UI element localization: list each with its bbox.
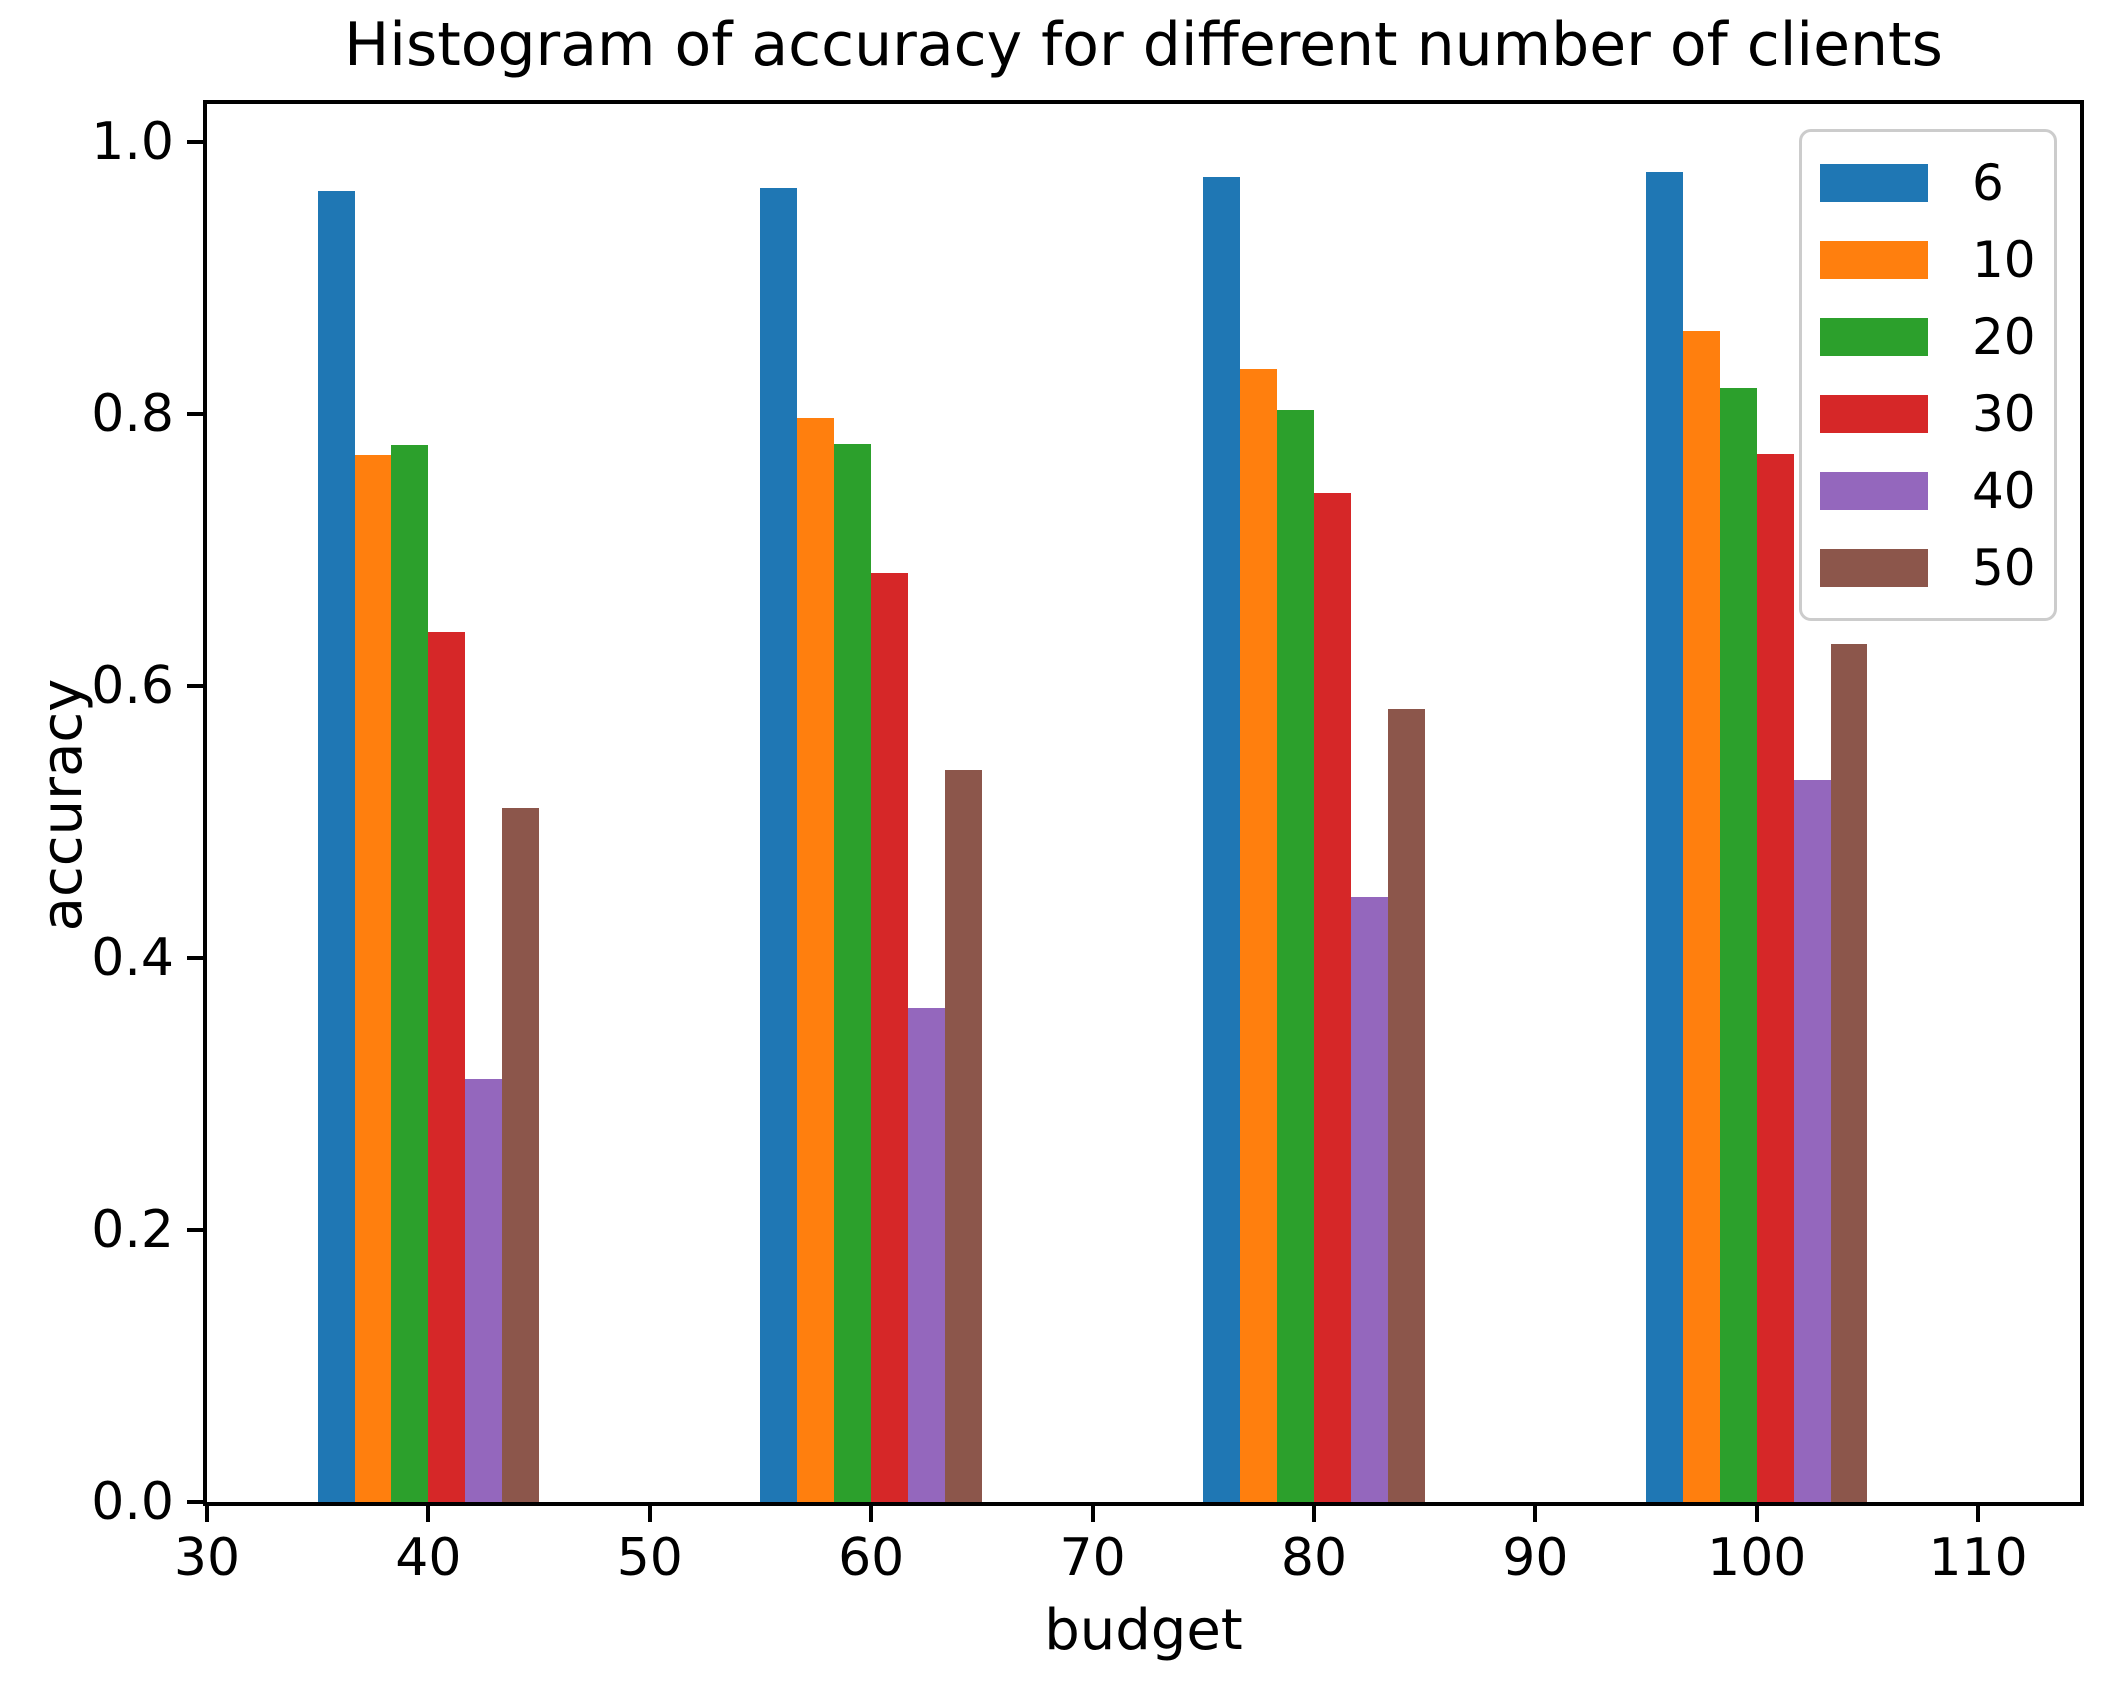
x-tick-mark	[205, 1506, 209, 1522]
y-tick-label: 0.4	[91, 928, 174, 989]
x-tick-label: 70	[1059, 1528, 1126, 1588]
y-tick-mark	[187, 1228, 203, 1233]
x-tick-mark	[1533, 1506, 1538, 1522]
x-tick-mark	[1090, 1506, 1095, 1522]
x-axis-label: budget	[1044, 1598, 1243, 1663]
x-tick-label: 100	[1707, 1528, 1807, 1588]
bar-10-80	[1240, 369, 1278, 1502]
x-tick-mark	[1311, 1506, 1316, 1522]
legend-swatch	[1820, 163, 1928, 202]
bar-30-100	[1756, 453, 1794, 1502]
bar-40-40	[465, 1079, 503, 1502]
legend-entry: 50	[1820, 529, 2054, 606]
legend-entry: 6	[1820, 144, 2054, 221]
y-tick-mark	[187, 1500, 203, 1504]
legend-swatch	[1820, 471, 1928, 510]
bar-50-40	[502, 808, 540, 1502]
bar-10-60	[797, 418, 835, 1502]
legend-swatch	[1820, 394, 1928, 433]
chart-title: Histogram of accuracy for different numb…	[344, 10, 1943, 80]
x-tick-label: 90	[1502, 1528, 1569, 1588]
bar-10-40	[354, 454, 392, 1502]
bar-30-40	[428, 631, 466, 1502]
x-tick-mark	[647, 1506, 652, 1522]
bar-40-80	[1350, 896, 1388, 1502]
bar-50-60	[944, 770, 982, 1502]
bar-6-100	[1646, 171, 1683, 1502]
y-tick-mark	[187, 140, 203, 145]
bar-40-60	[908, 1008, 945, 1502]
legend: 6 10 20 30 40 50	[1799, 129, 2057, 621]
legend-label: 30	[1972, 384, 2036, 443]
x-tick-mark	[1754, 1506, 1759, 1522]
legend-swatch	[1820, 317, 1928, 356]
legend-label: 40	[1972, 461, 2036, 520]
y-tick-label: 0.6	[91, 656, 174, 717]
bar-6-60	[760, 188, 798, 1502]
legend-entry: 20	[1820, 298, 2054, 375]
bar-20-100	[1719, 388, 1757, 1502]
legend-swatch	[1820, 548, 1928, 587]
bar-6-80	[1203, 177, 1241, 1502]
y-tick-mark	[187, 684, 203, 689]
y-tick-label: 1.0	[91, 112, 174, 173]
legend-label: 6	[1972, 153, 2004, 212]
x-tick-label: 40	[395, 1528, 462, 1588]
x-tick-label: 30	[173, 1528, 241, 1588]
x-tick-label: 110	[1928, 1528, 2028, 1588]
legend-label: 50	[1972, 538, 2036, 597]
x-tick-label: 60	[838, 1528, 905, 1588]
bar-30-80	[1313, 492, 1351, 1502]
bar-50-80	[1387, 709, 1425, 1502]
bar-6-40	[317, 191, 355, 1502]
x-tick-label: 80	[1280, 1528, 1348, 1588]
plot-area	[203, 100, 2084, 1506]
y-tick-mark	[187, 956, 203, 961]
bar-20-60	[834, 443, 872, 1502]
legend-entry: 30	[1820, 375, 2054, 452]
y-tick-label: 0.2	[91, 1200, 174, 1261]
legend-swatch	[1820, 240, 1928, 279]
legend-entry: 10	[1820, 221, 2054, 298]
x-tick-mark	[869, 1506, 874, 1522]
bar-30-60	[871, 573, 909, 1502]
bar-10-100	[1682, 331, 1720, 1502]
y-tick-label: 0.0	[91, 1472, 174, 1532]
x-tick-mark	[1976, 1506, 1981, 1522]
y-tick-label: 0.8	[91, 384, 174, 445]
bar-20-40	[391, 445, 429, 1502]
legend-entry: 40	[1820, 452, 2054, 529]
bar-40-100	[1793, 779, 1831, 1502]
bar-20-80	[1277, 409, 1314, 1502]
x-tick-mark	[426, 1506, 431, 1522]
bar-50-100	[1830, 643, 1868, 1502]
y-tick-mark	[187, 412, 203, 417]
x-tick-label: 50	[616, 1528, 683, 1588]
legend-label: 20	[1972, 307, 2036, 366]
legend-label: 10	[1972, 230, 2036, 289]
